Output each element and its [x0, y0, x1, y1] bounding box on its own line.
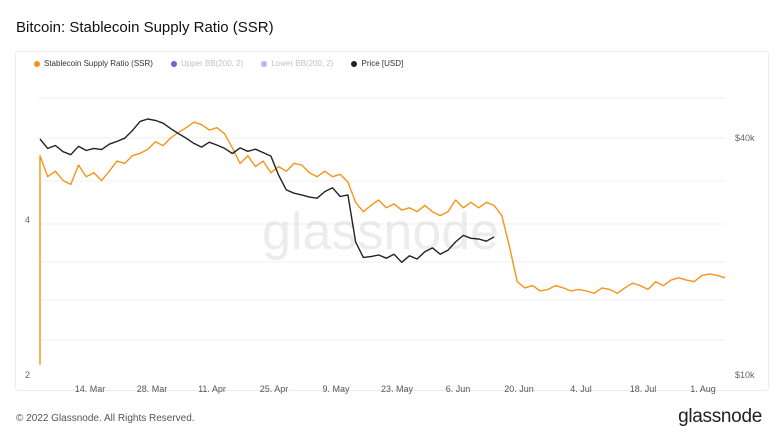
legend-item-price[interactable]: Price [USD]	[351, 59, 403, 68]
copyright-text: © 2022 Glassnode. All Rights Reserved.	[16, 413, 195, 424]
legend-item-lower-bb[interactable]: Lower BB(200, 2)	[261, 59, 333, 68]
legend-dot-price	[351, 60, 358, 67]
legend-item-upper-bb[interactable]: Upper BB(200, 2)	[170, 59, 244, 68]
page-title: Bitcoin: Stablecoin Supply Ratio (SSR)	[16, 19, 274, 36]
legend-label-lower-bb: Lower BB(200, 2)	[271, 59, 334, 68]
legend-dot-upper-bb	[170, 60, 177, 67]
chart-legend: Stablecoin Supply Ratio (SSR) Upper BB(2…	[34, 59, 403, 68]
legend-dot-ssr	[34, 60, 40, 67]
legend-label-upper-bb: Upper BB(200, 2)	[180, 59, 244, 68]
legend-dot-lower-bb	[261, 60, 268, 67]
chart-card	[15, 51, 769, 391]
brand-logo: glassnode	[678, 406, 762, 427]
legend-label-price: Price [USD]	[361, 59, 404, 68]
legend-item-ssr[interactable]: Stablecoin Supply Ratio (SSR)	[34, 59, 153, 68]
legend-label-ssr: Stablecoin Supply Ratio (SSR)	[44, 59, 153, 68]
